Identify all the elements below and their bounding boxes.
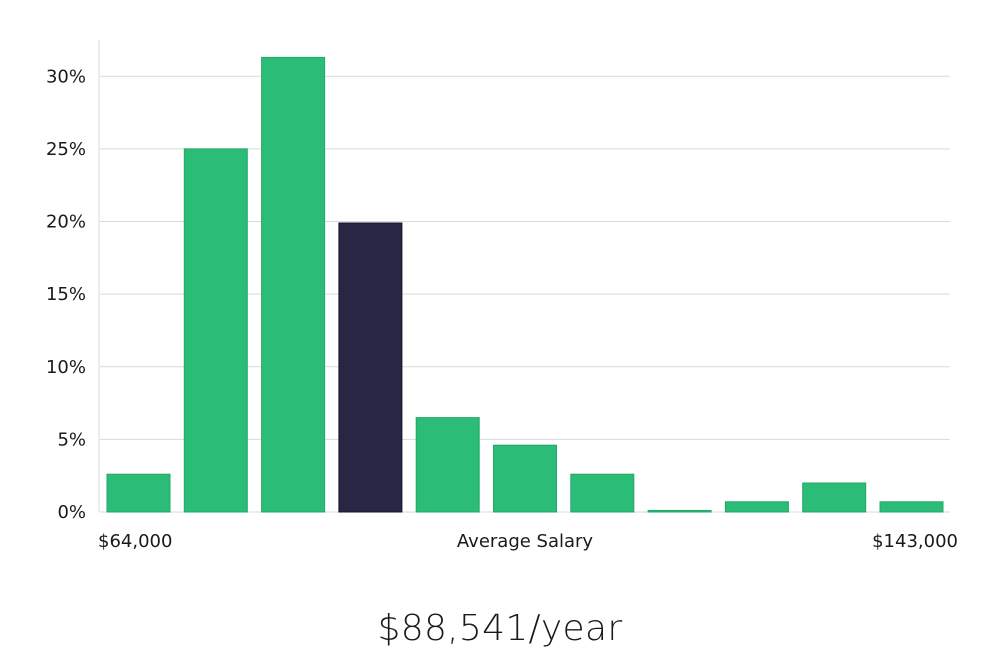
y-tick-label: 25% — [46, 139, 86, 160]
x-max-label: $143,000 — [872, 531, 958, 552]
x-min-label: $64,000 — [98, 531, 172, 552]
y-tick-label: 15% — [46, 284, 86, 305]
x-axis-title: Average Salary — [457, 531, 594, 552]
histogram-bar — [724, 501, 789, 513]
y-tick-labels: 0% 5% 10% 15% 20% 25% 30% — [46, 66, 86, 523]
histogram-bar — [261, 56, 326, 513]
histogram-bar — [183, 148, 248, 513]
histogram-bar — [570, 473, 635, 513]
average-salary-value: $88,541/year — [377, 608, 623, 649]
histogram-bar — [106, 473, 171, 513]
y-tick-label: 30% — [46, 66, 86, 87]
salary-histogram-chart: 0% 5% 10% 15% 20% 25% 30% $64,000 Average Sala… — [46, 40, 958, 552]
y-tick-label: 0% — [57, 502, 86, 523]
histogram-bar — [879, 501, 944, 513]
histogram-bar — [493, 444, 557, 513]
histogram-bar — [415, 417, 480, 513]
histogram-bar-highlighted — [338, 222, 403, 513]
histogram-bar — [802, 482, 867, 513]
histogram-bars — [106, 56, 944, 513]
y-tick-label: 5% — [57, 429, 86, 450]
y-tick-label: 20% — [46, 212, 86, 233]
y-tick-label: 10% — [46, 357, 86, 378]
histogram-bar — [647, 510, 712, 513]
